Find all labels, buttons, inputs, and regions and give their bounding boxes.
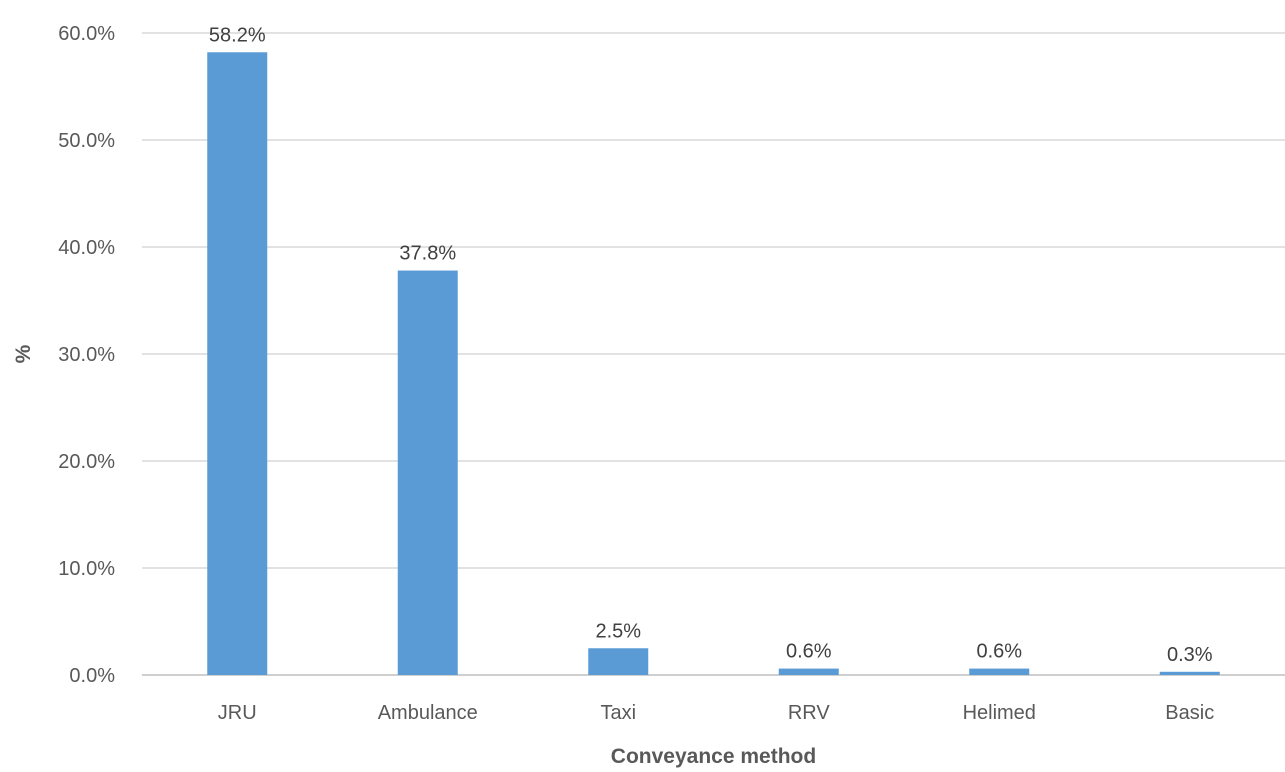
y-axis-ticks: 0.0% 10.0% 20.0% 30.0% 40.0% 50.0% 60.0% xyxy=(58,23,115,687)
y-tick-label: 40.0% xyxy=(58,237,115,259)
bar-jru xyxy=(207,52,268,675)
y-tick-label: 0.0% xyxy=(69,665,115,687)
data-label-jru: 58.2% xyxy=(209,24,266,46)
data-label-helimed: 0.6% xyxy=(976,641,1022,663)
y-tick-label: 10.0% xyxy=(58,558,115,580)
data-labels: 58.2% 37.8% 2.5% 0.6% 0.6% 0.3% xyxy=(209,24,1213,666)
x-axis-title: Conveyance method xyxy=(611,745,816,768)
x-tick-label-basic: Basic xyxy=(1165,702,1214,724)
bar-helimed xyxy=(969,668,1030,675)
x-tick-label-taxi: Taxi xyxy=(600,702,636,724)
y-tick-label: 20.0% xyxy=(58,451,115,473)
y-tick-label: 60.0% xyxy=(58,23,115,45)
bar-ambulance xyxy=(397,270,458,675)
data-label-ambulance: 37.8% xyxy=(399,243,456,265)
bar-rrv xyxy=(778,668,839,675)
y-tick-label: 50.0% xyxy=(58,130,115,152)
data-label-rrv: 0.6% xyxy=(786,641,832,663)
x-tick-label-ambulance: Ambulance xyxy=(378,702,478,724)
x-tick-label-rrv: RRV xyxy=(788,702,831,724)
x-axis-ticks: JRU Ambulance Taxi RRV Helimed Basic xyxy=(218,702,1214,724)
x-tick-label-jru: JRU xyxy=(218,702,257,724)
gridlines xyxy=(142,32,1285,676)
data-label-basic: 0.3% xyxy=(1167,644,1213,666)
data-label-taxi: 2.5% xyxy=(595,620,641,642)
y-axis-title: % xyxy=(12,344,35,363)
y-tick-label: 30.0% xyxy=(58,344,115,366)
x-tick-label-helimed: Helimed xyxy=(963,702,1036,724)
bars xyxy=(207,52,1220,675)
bar-taxi xyxy=(588,648,649,675)
bar-basic xyxy=(1159,671,1220,675)
